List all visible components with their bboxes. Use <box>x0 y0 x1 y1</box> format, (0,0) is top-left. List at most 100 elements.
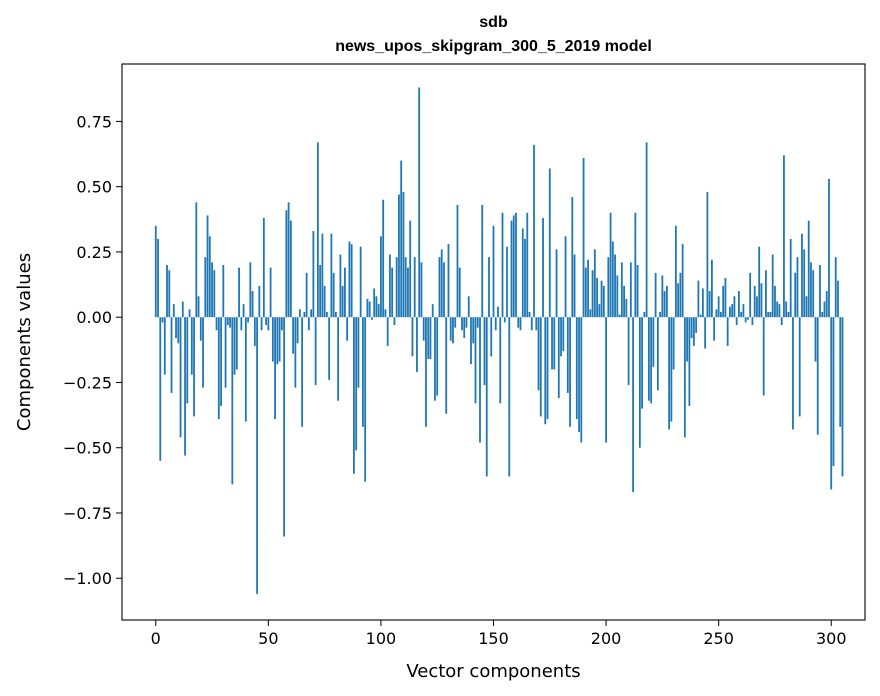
bar <box>389 254 391 318</box>
bar <box>708 291 711 318</box>
bar <box>481 204 484 318</box>
bar <box>798 317 801 417</box>
y-axis: 0.75 0.50 0.25 0.00 −0.25 −0.50 −0.75 −1.00 <box>63 112 122 588</box>
bar <box>323 285 326 318</box>
bar <box>296 317 299 344</box>
bar <box>170 317 173 393</box>
bar <box>832 317 835 466</box>
bar <box>620 262 623 318</box>
bar <box>454 317 457 328</box>
bar <box>476 317 479 328</box>
bar <box>215 317 218 331</box>
bar <box>427 317 430 359</box>
bar <box>274 317 276 419</box>
bar <box>706 191 709 318</box>
bar <box>823 301 826 318</box>
bar <box>449 317 452 341</box>
bar <box>175 317 177 339</box>
x-tick-label: 50 <box>258 629 278 648</box>
bar <box>720 311 722 318</box>
bar <box>431 304 434 318</box>
bar <box>722 285 725 318</box>
bar <box>436 317 439 396</box>
bar <box>611 241 614 318</box>
bar <box>357 317 360 388</box>
bar <box>544 317 547 425</box>
bar <box>465 317 468 328</box>
bar <box>546 317 549 419</box>
bar <box>645 142 648 318</box>
bar <box>742 304 745 318</box>
bar <box>429 317 432 359</box>
bar <box>184 317 186 456</box>
bar <box>334 311 337 318</box>
bar <box>582 157 585 318</box>
bar <box>244 317 247 422</box>
bar <box>542 218 544 318</box>
bar <box>344 267 346 318</box>
bar <box>440 249 443 318</box>
bar <box>674 225 677 318</box>
bar <box>758 246 761 318</box>
bar <box>711 259 713 318</box>
bar <box>276 317 279 365</box>
bar <box>355 317 358 451</box>
bar <box>812 270 815 318</box>
bar <box>400 160 403 318</box>
bar <box>287 202 290 318</box>
bar <box>467 296 470 318</box>
bar <box>805 296 808 318</box>
bar <box>220 317 222 406</box>
bar <box>830 317 833 490</box>
bar <box>683 317 686 438</box>
bar <box>740 311 743 318</box>
bar <box>821 311 824 318</box>
bar <box>265 317 267 326</box>
bar <box>724 278 727 318</box>
bar <box>591 270 594 318</box>
bar <box>607 257 610 318</box>
bar <box>229 317 231 328</box>
bar <box>485 317 488 477</box>
bar <box>598 304 601 318</box>
bar <box>307 317 310 331</box>
bar <box>413 257 416 318</box>
bar <box>744 317 747 323</box>
y-tick-label: −0.25 <box>63 373 112 392</box>
x-tick-label: 250 <box>703 629 734 648</box>
bar <box>701 288 704 318</box>
bar <box>695 317 698 333</box>
bar <box>231 317 234 485</box>
bar <box>539 317 542 417</box>
bar <box>778 304 781 318</box>
bar <box>569 317 571 427</box>
bar <box>177 317 180 344</box>
bar <box>319 265 322 318</box>
bar <box>269 267 272 318</box>
bar <box>801 233 803 318</box>
bar <box>298 309 301 318</box>
y-tick-label: 0.25 <box>76 243 112 262</box>
bar <box>314 317 317 386</box>
bar <box>359 246 362 318</box>
bar <box>346 317 349 341</box>
bar <box>443 262 445 318</box>
bar <box>783 155 785 318</box>
bar <box>776 301 779 318</box>
bar <box>575 317 578 419</box>
bar <box>729 306 731 318</box>
y-tick-label: 0.00 <box>76 308 112 327</box>
bar <box>267 317 270 331</box>
bar <box>193 317 195 417</box>
bar <box>792 317 794 430</box>
bar <box>816 317 819 435</box>
bar <box>492 225 495 318</box>
bar <box>690 317 693 339</box>
bar <box>458 267 461 318</box>
bar <box>733 296 736 318</box>
chart-subtitle: news_upos_skipgram_300_5_2019 model <box>335 38 652 55</box>
bar <box>172 304 175 318</box>
x-tick-label: 150 <box>478 629 509 648</box>
bar <box>418 87 421 318</box>
bar <box>749 272 752 318</box>
